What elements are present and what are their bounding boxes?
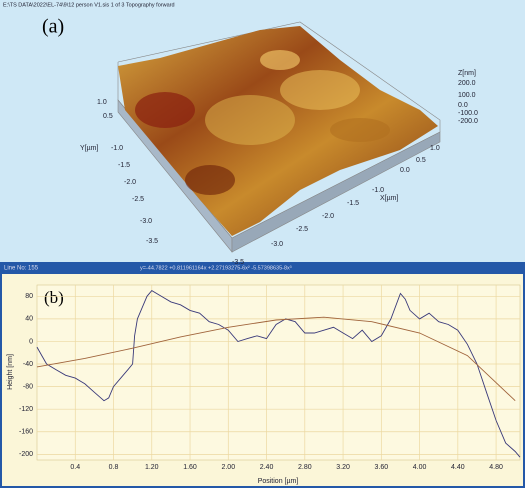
screen: E:\TS DATA\2022\EL-74\9\12 person V1.sis…: [0, 0, 525, 488]
y-tick-label: -80: [23, 383, 33, 390]
x-tick-label: 3.20: [336, 464, 350, 471]
y-tick-label: 1.0: [97, 99, 107, 106]
x-tick-label: -3.5: [232, 259, 244, 266]
y-tick-label: -2.0: [124, 179, 136, 186]
x-tick-label: 0.5: [416, 157, 426, 164]
x-tick-label: 4.00: [413, 464, 427, 471]
y-tick-label: 80: [25, 293, 33, 300]
x-tick-label: 2.80: [298, 464, 312, 471]
y-axis-title: Y[µm]: [80, 145, 98, 152]
x-tick-label: 4.80: [489, 464, 503, 471]
z-tick-label: 0.0: [458, 102, 468, 109]
y-tick-label: -2.5: [132, 196, 144, 203]
x-tick-label: 3.60: [375, 464, 389, 471]
x-tick-label: 2.00: [221, 464, 235, 471]
y-axis-title: Height [nm]: [7, 354, 14, 390]
y-tick-label: -3.5: [146, 238, 158, 245]
z-tick-label: 100.0: [458, 92, 476, 99]
x-tick-label: -1.0: [372, 187, 384, 194]
y-tick-label: 0.5: [103, 113, 113, 120]
z-tick-label: 200.0: [458, 80, 476, 87]
y-tick-label: -200: [19, 451, 33, 458]
x-tick-label: 1.60: [183, 464, 197, 471]
y-tick-label: -1.0: [111, 145, 123, 152]
y-tick-label: 40: [25, 316, 33, 323]
panel-label: (a): [42, 16, 64, 38]
y-tick-label: -3.0: [140, 218, 152, 225]
plot-area: [37, 285, 520, 460]
fit-formula: y=-44.7822 +0.811961164x +2.27193275-6x²…: [140, 265, 292, 271]
x-tick-label: 4.40: [451, 464, 465, 471]
x-tick-label: -2.5: [296, 226, 308, 233]
x-tick-label: 0.0: [400, 167, 410, 174]
x-axis-title: Position [µm]: [258, 478, 299, 485]
file-header: E:\TS DATA\2022\EL-74\9\12 person V1.sis…: [3, 2, 175, 8]
line-number: Line No: 155: [4, 266, 39, 272]
x-tick-label: 2.40: [260, 464, 274, 471]
x-tick-label: 0.8: [109, 464, 119, 471]
x-axis-title: X[µm]: [380, 195, 398, 202]
x-tick-label: 0.4: [70, 464, 80, 471]
y-tick-label: 0: [29, 338, 33, 345]
z-axis-title: Z[nm]: [458, 70, 476, 77]
y-tick-label: -160: [19, 429, 33, 436]
x-tick-label: -3.0: [271, 241, 283, 248]
z-tick-label: -100.0: [458, 110, 478, 117]
x-tick-label: 1.0: [430, 145, 440, 152]
x-tick-label: -2.0: [322, 213, 334, 220]
y-tick-label: -1.5: [118, 162, 130, 169]
z-tick-label: -200.0: [458, 118, 478, 125]
x-tick-label: 1.20: [145, 464, 159, 471]
y-tick-label: -120: [19, 406, 33, 413]
y-tick-label: -40: [23, 361, 33, 368]
chart-title: (b): [44, 288, 64, 307]
x-tick-label: -1.5: [347, 200, 359, 207]
